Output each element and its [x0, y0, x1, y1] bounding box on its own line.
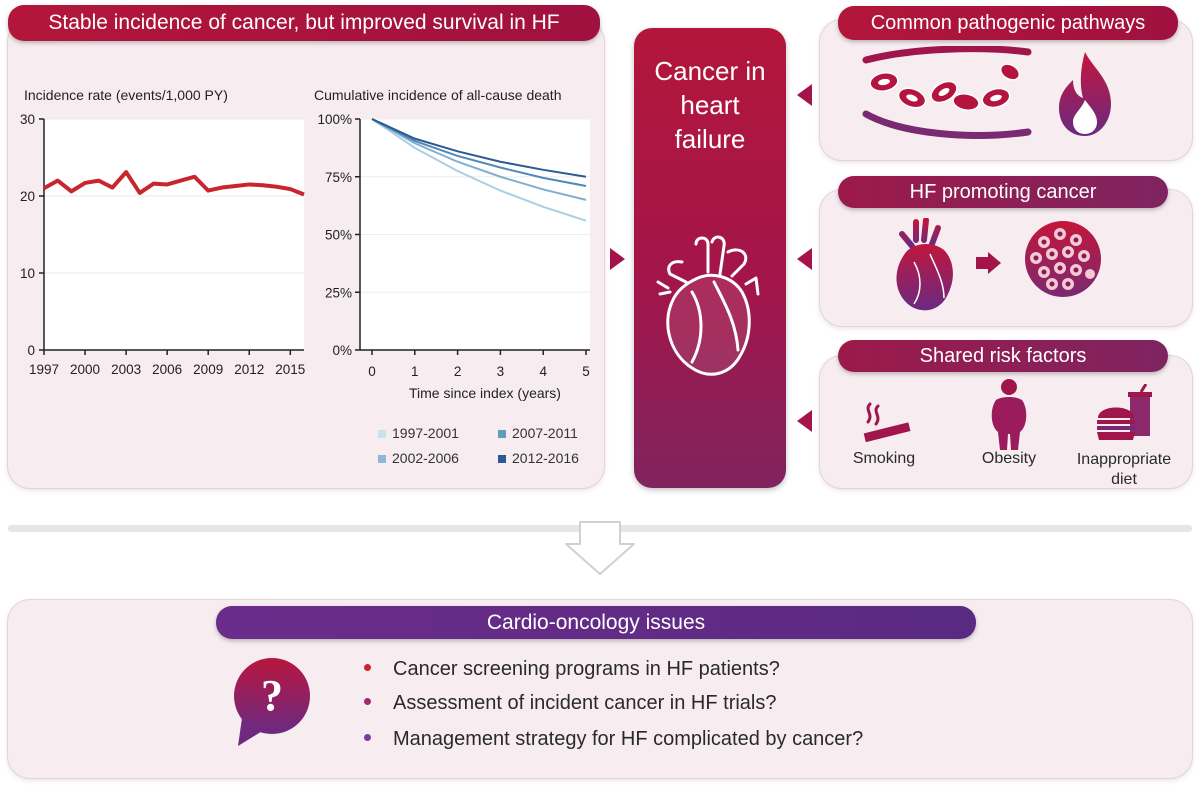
issue-bullet-2 — [364, 698, 371, 706]
inflammation-flame-icon — [1059, 52, 1111, 136]
cancer-in-hf-title: Cancer in heart failure — [654, 56, 766, 154]
mortality-xtick-label: 3 — [497, 364, 505, 379]
mortality-ytick-label: 0% — [332, 343, 352, 358]
question-mark: ? — [261, 671, 283, 720]
mortality-xtick-label: 4 — [539, 364, 547, 379]
incidence-ytick-label: 0 — [27, 343, 35, 358]
risk-obesity-label: Obesity — [981, 450, 1037, 467]
issue-item-assessment: Assessment of incident cancer in HF tria… — [364, 692, 777, 715]
legend-label-2002-2006: 2002-2006 — [392, 450, 459, 466]
mortality-xtick-label: 2 — [454, 364, 462, 379]
arrow-left-to-center — [610, 248, 625, 270]
mortality-xtick-label: 0 — [368, 364, 376, 379]
incidence-xtick-label: 1997 — [29, 362, 59, 377]
blood-vessel-icon — [862, 46, 1032, 139]
legend-2012-2016: 2012-2016 — [498, 450, 579, 466]
incidence-survival-title-text: Stable incidence of cancer, but improved… — [48, 11, 560, 34]
issue-text-screening: Cancer screening programs in HF patients… — [393, 658, 780, 680]
incidence-ytick-label: 20 — [20, 189, 35, 204]
promotes-arrow-head-icon — [988, 252, 1001, 274]
mortality-xtick-label: 5 — [582, 364, 590, 379]
risk-smoking-label: Smoking — [852, 450, 916, 467]
legend-swatch-1997-2001 — [378, 430, 386, 439]
issue-item-screening: Cancer screening programs in HF patients… — [364, 658, 780, 681]
obesity-icon — [991, 379, 1027, 450]
legend-label-2012-2016: 2012-2016 — [512, 450, 579, 466]
mortality-line-2007-2011 — [371, 118, 587, 187]
cardio-oncology-title: Cardio-oncology issues — [216, 606, 976, 639]
incidence-xtick-label: 2009 — [193, 362, 223, 377]
legend-2002-2006: 2002-2006 — [378, 450, 459, 466]
heart-icon — [656, 235, 760, 376]
issue-text-assessment: Assessment of incident cancer in HF tria… — [393, 692, 777, 714]
incidence-xtick-label: 2000 — [70, 362, 100, 377]
cancer-in-hf-column — [634, 28, 786, 488]
mortality-ytick-label: 75% — [325, 170, 352, 185]
legend-swatch-2012-2016 — [498, 455, 506, 464]
mortality-line-2012-2016 — [371, 118, 587, 178]
incidence-ytick-label: 10 — [20, 266, 35, 281]
legend-label-1997-2001: 1997-2001 — [392, 425, 459, 441]
promoting-title-text: HF promoting cancer — [909, 181, 1097, 203]
incidence-line — [43, 170, 305, 197]
pathways-title-text: Common pathogenic pathways — [870, 12, 1146, 34]
mortality-ytick-label: 50% — [325, 228, 352, 243]
incidence-xtick-label: 2006 — [152, 362, 182, 377]
mortality-ytick-label: 100% — [317, 112, 352, 127]
down-arrow-icon — [565, 521, 635, 575]
issue-text-management: Management strategy for HF complicated b… — [393, 728, 864, 750]
incidence-plot-area — [44, 119, 304, 350]
promotes-arrow-icon — [976, 257, 990, 269]
arrow-promoting-to-center — [797, 248, 812, 270]
risk-factors-title: Shared risk factors — [838, 340, 1168, 372]
incidence-chart-title: Incidence rate (events/1,000 PY) — [24, 87, 228, 103]
arrow-risk-to-center — [797, 410, 812, 432]
legend-swatch-2007-2011 — [498, 430, 506, 439]
issue-item-management: Management strategy for HF complicated b… — [364, 728, 863, 751]
mortality-xtick-label: 1 — [411, 364, 419, 379]
legend-swatch-2002-2006 — [378, 455, 386, 464]
incidence-rate-chart: 0 10 20 30 1997 2000 2003 2006 2009 2012 2015 — [20, 112, 305, 377]
risk-factors-title-text: Shared risk factors — [919, 345, 1087, 367]
mortality-xlabel: Time since index (years) — [409, 385, 561, 401]
legend-label-2007-2011: 2007-2011 — [512, 425, 578, 441]
mortality-ytick-label: 25% — [325, 285, 352, 300]
incidence-xtick-label: 2012 — [234, 362, 264, 377]
legend-1997-2001: 1997-2001 — [378, 425, 459, 441]
legend-2007-2011: 2007-2011 — [498, 425, 578, 441]
small-heart-icon — [896, 218, 953, 311]
mortality-line-2002-2006 — [371, 118, 587, 201]
mortality-line-1997-2001 — [371, 118, 587, 222]
promoting-title: HF promoting cancer — [838, 176, 1168, 208]
mortality-chart-title: Cumulative incidence of all-cause death — [314, 87, 562, 103]
issue-bullet-1 — [364, 664, 371, 672]
arrow-pathways-to-center — [797, 84, 812, 106]
question-bubble-icon — [234, 658, 310, 746]
incidence-xtick-label: 2015 — [275, 362, 305, 377]
issue-bullet-3 — [364, 734, 371, 742]
promoting-panel — [820, 190, 1192, 326]
cardio-oncology-title-text: Cardio-oncology issues — [486, 611, 706, 634]
cigarette-icon — [863, 402, 911, 442]
risk-diet-label: Inappropriate diet — [1076, 451, 1172, 488]
incidence-xtick-label: 2003 — [111, 362, 141, 377]
incidence-survival-title: Stable incidence of cancer, but improved… — [8, 5, 600, 41]
cancer-cells-icon — [1025, 221, 1101, 297]
fast-food-icon — [1097, 384, 1152, 440]
incidence-ytick-label: 30 — [20, 112, 35, 127]
pathways-title: Common pathogenic pathways — [838, 6, 1178, 40]
mortality-chart: 0% 25% 50% 75% 100% 0 1 2 3 4 5 Time since index (y… — [317, 112, 590, 401]
